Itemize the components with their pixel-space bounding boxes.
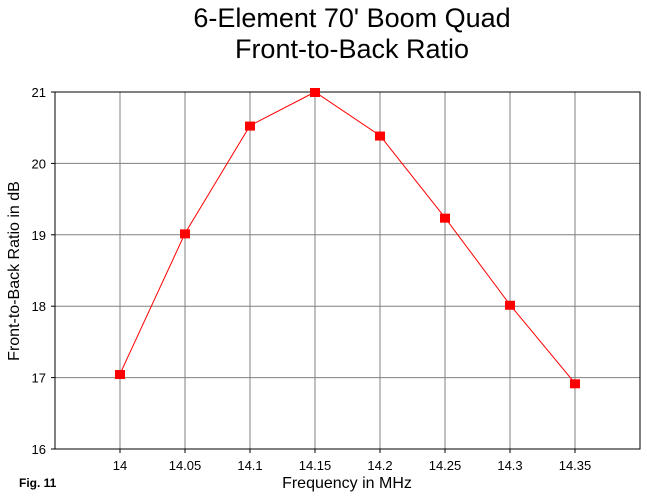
y-tick-label: 18 <box>32 299 46 314</box>
series <box>115 88 580 389</box>
y-tick-label: 21 <box>32 85 46 100</box>
data-point-marker <box>180 229 190 239</box>
y-tick-label: 17 <box>32 371 46 386</box>
data-point-marker <box>440 213 450 223</box>
data-point-marker <box>375 131 385 141</box>
y-tick-label: 20 <box>32 156 46 171</box>
x-axis-label: Frequency in MHz <box>282 475 412 492</box>
y-tick-label: 16 <box>32 442 46 457</box>
data-point-marker <box>310 88 320 97</box>
figure-label: Fig. 11 <box>19 476 57 490</box>
data-point-marker <box>245 121 255 131</box>
x-tick-label: 14.1 <box>237 458 262 473</box>
x-tick-label: 14.3 <box>497 458 522 473</box>
x-tick-label: 14.25 <box>429 458 462 473</box>
y-tick-label: 19 <box>32 228 46 243</box>
data-point-marker <box>570 379 580 389</box>
chart-title-line-1: 6-Element 70' Boom Quad <box>193 3 510 33</box>
series-line <box>119 91 576 384</box>
grid <box>55 91 640 450</box>
x-tick-label: 14.05 <box>169 458 202 473</box>
x-tick-label: 14.35 <box>559 458 592 473</box>
x-tick-label: 14 <box>113 458 127 473</box>
chart-title-line-2: Front-to-Back Ratio <box>235 34 469 64</box>
y-axis-label: Front-to-Back Ratio in dB <box>6 181 23 361</box>
data-point-marker <box>505 300 515 310</box>
x-tick-label: 14.15 <box>299 458 332 473</box>
y-axis-ticks: 16 17 18 19 20 21 <box>32 85 55 457</box>
plot-area-frame <box>54 91 641 450</box>
data-point-marker <box>115 370 125 380</box>
x-tick-label: 14.2 <box>367 458 392 473</box>
x-axis-ticks: 14 14.05 14.1 14.15 14.2 14.25 14.3 14.35 <box>113 449 592 473</box>
